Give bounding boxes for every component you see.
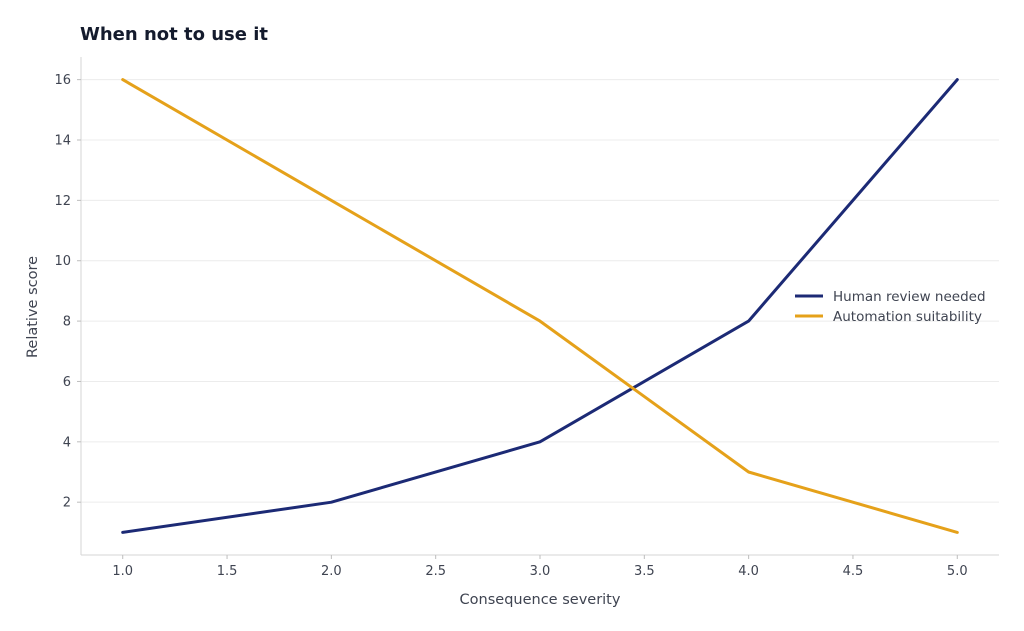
y-tick-label: 8: [63, 315, 71, 330]
x-tick-label: 2.0: [321, 564, 342, 579]
y-tick-label: 10: [54, 254, 71, 269]
x-tick-label: 3.5: [634, 564, 655, 579]
y-tick-label: 4: [63, 435, 71, 450]
series-line-automation-suitability: [121, 78, 959, 534]
gridlines: [81, 79, 999, 503]
x-tick-label: 1.0: [112, 564, 133, 579]
x-tick-label: 4.0: [738, 564, 759, 579]
legend: Human review needed Automation suitabilit…: [795, 289, 986, 325]
y-axis-label: Relative score: [25, 256, 41, 358]
legend-label-human-review-needed: Human review needed: [833, 289, 986, 305]
y-tick-label: 12: [54, 194, 71, 209]
x-tick-label: 3.0: [530, 564, 551, 579]
x-tick-label: 2.5: [425, 564, 446, 579]
axes: [80, 57, 999, 556]
legend-label-automation-suitability: Automation suitability: [833, 309, 982, 325]
y-tick-label: 14: [54, 134, 71, 149]
x-axis-label: Consequence severity: [460, 592, 621, 608]
x-axis-ticks: 1.0 1.5 2.0 2.5 3.0 3.5 4.0 4.5 5.0: [112, 555, 968, 579]
x-tick-label: 5.0: [947, 564, 968, 579]
x-tick-label: 1.5: [217, 564, 238, 579]
x-tick-label: 4.5: [843, 564, 864, 579]
y-tick-label: 2: [63, 496, 71, 511]
chart-title: When not to use it: [80, 24, 268, 45]
y-axis-ticks: 2 4 6 8 10 12 14 16: [54, 73, 81, 511]
series-lines: [121, 78, 959, 534]
y-tick-label: 16: [54, 73, 71, 88]
y-tick-label: 6: [63, 375, 71, 390]
series-line-human-review-needed: [121, 78, 959, 534]
